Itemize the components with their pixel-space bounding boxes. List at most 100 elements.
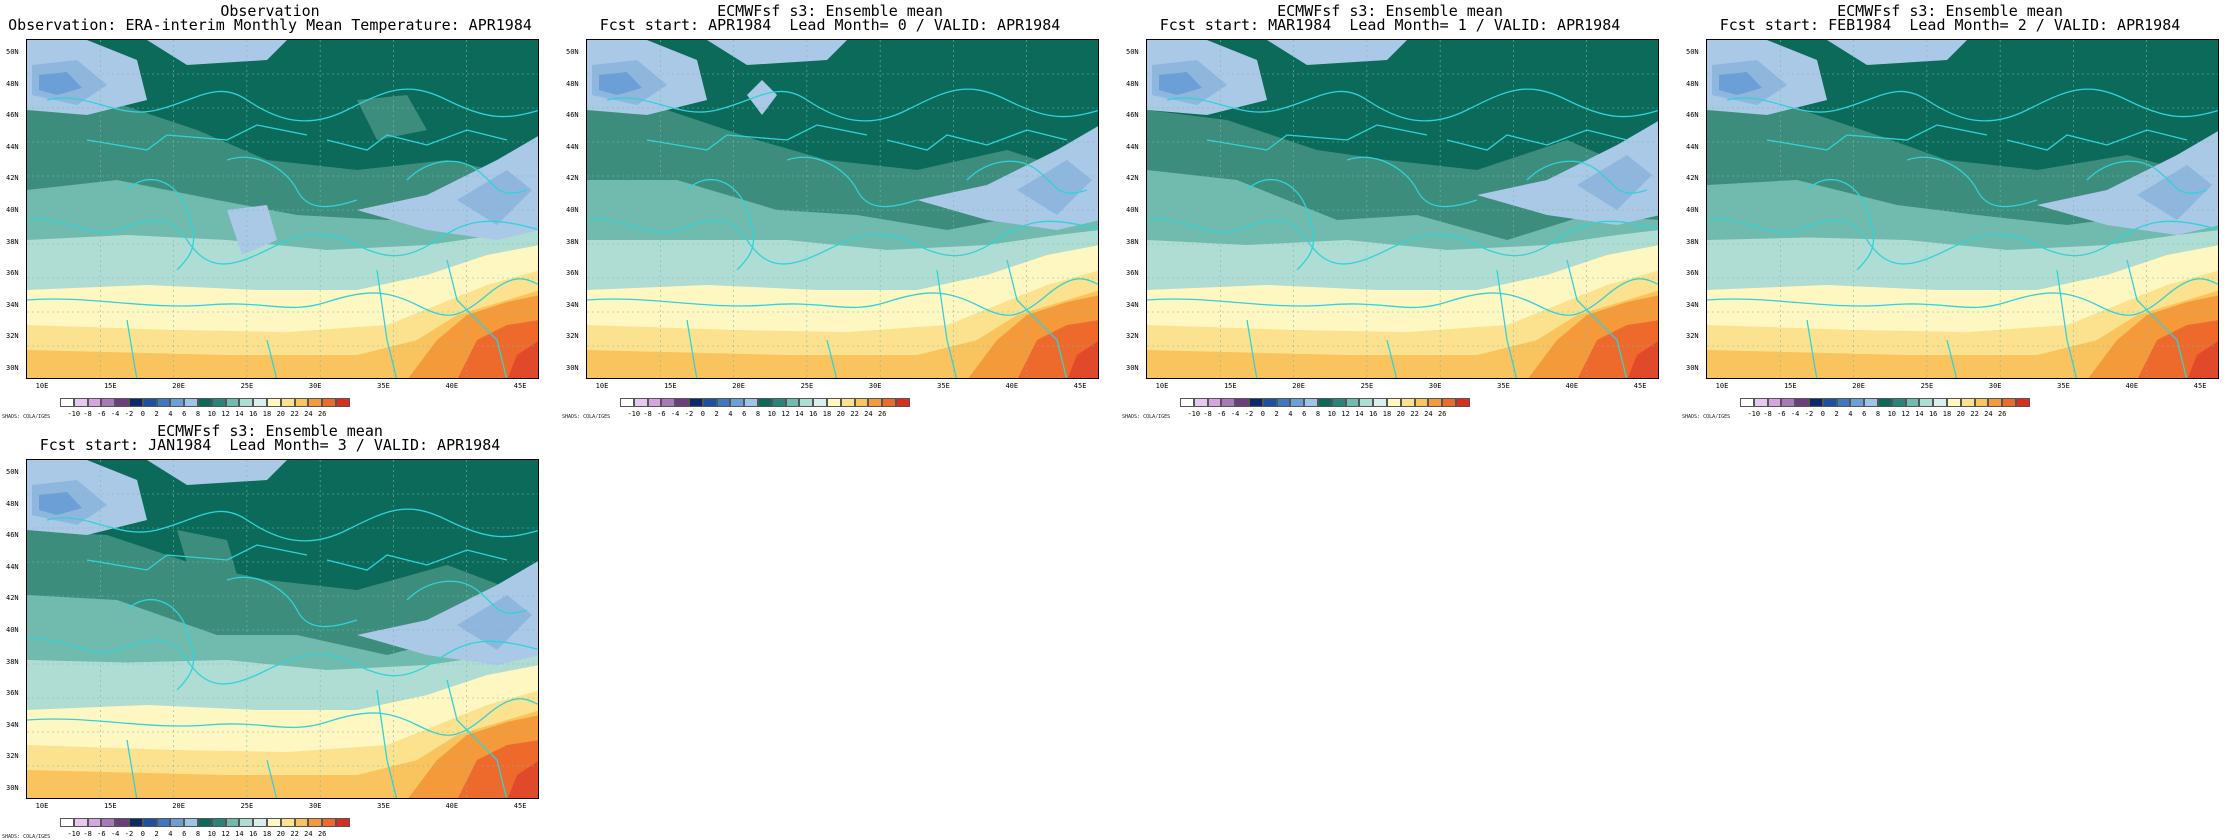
colorbar-swatch — [225, 818, 240, 827]
colorbar-swatch — [1180, 398, 1194, 407]
colorbar-label: 24 — [864, 410, 873, 418]
colorbar-swatch — [129, 818, 143, 827]
colorbar-swatch — [771, 398, 786, 407]
lon-tick-label: 40E — [445, 382, 459, 390]
colorbar-swatch — [1933, 398, 1947, 407]
lon-tick-label: 45E — [2193, 382, 2207, 390]
colorbar-swatch — [280, 398, 295, 407]
colorbar-swatch — [253, 398, 267, 407]
colorbar-label: 26 — [317, 830, 327, 838]
colorbar-swatch — [675, 398, 689, 407]
colorbar-label: -10 — [67, 830, 81, 838]
colorbar-label: -8 — [83, 410, 92, 418]
lat-tick-label: 30N — [6, 784, 19, 792]
colorbar-label: -4 — [1790, 410, 1800, 418]
colorbar-label: 16 — [1928, 410, 1938, 418]
colorbar-swatch — [253, 818, 267, 827]
lat-tick-label: 48N — [566, 79, 579, 88]
colorbar-swatch — [129, 398, 143, 407]
lon-tick-label: 20E — [732, 382, 745, 390]
panel-subtitle: Observation: ERA-interim Monthly Mean Te… — [8, 16, 532, 34]
colorbar-label: 0 — [140, 830, 145, 838]
colorbar-label: 4 — [168, 830, 173, 838]
colorbar-label: 26 — [877, 410, 887, 418]
lon-tick-label: 45E — [1633, 382, 1647, 390]
colorbar-swatch — [1781, 398, 1796, 407]
lat-tick-label: 46N — [6, 111, 19, 120]
colorbar-swatch — [308, 398, 323, 407]
lat-tick-label: 44N — [566, 142, 579, 151]
colorbar-swatch — [1822, 398, 1837, 407]
colorbar-label: 16 — [808, 410, 818, 418]
lon-tick-label: 45E — [1073, 382, 1087, 390]
temperature-map — [26, 39, 539, 379]
lat-tick-label: 44N — [1686, 142, 1699, 151]
lat-tick-label: 48N — [6, 499, 19, 508]
colorbar-swatch — [1919, 398, 1934, 407]
lat-tick-label: 32N — [1686, 332, 1699, 341]
temperature-map — [26, 459, 539, 799]
colorbar-label: -4 — [110, 830, 120, 838]
colorbar-label: -6 — [657, 410, 666, 418]
lat-tick-label: 30N — [6, 364, 19, 372]
colorbar-swatch — [620, 398, 634, 407]
map-panel: ECMWFsf s3: Ensemble mean Fcst start: APR… — [560, 0, 1100, 420]
colorbar-label: -2 — [1244, 410, 1254, 418]
lat-tick-label: 34N — [6, 300, 19, 309]
colorbar-label: -6 — [97, 830, 106, 838]
colorbar-label: 4 — [168, 410, 173, 418]
colorbar-label: 2 — [714, 410, 719, 418]
lat-tick-label: 30N — [1126, 364, 1139, 372]
colorbar-label: 12 — [1901, 410, 1910, 418]
colorbar-swatch — [785, 398, 800, 407]
colorbar-label: 22 — [1970, 410, 1979, 418]
colorbar-swatch — [1373, 398, 1387, 407]
colorbar-swatch — [1318, 398, 1332, 407]
lat-tick-label: 32N — [1126, 332, 1139, 341]
colorbar-label: 18 — [1942, 410, 1952, 418]
colorbar-swatch — [1850, 398, 1865, 407]
colorbar-swatch — [198, 398, 212, 407]
lat-tick-label: 40N — [1686, 206, 1699, 214]
lon-tick-label: 40E — [2125, 382, 2139, 390]
colorbar-swatch — [87, 818, 102, 827]
colorbar-label: 18 — [262, 830, 272, 838]
colorbar-label: -8 — [83, 830, 92, 838]
colorbar-swatch — [1193, 398, 1208, 407]
colorbar-label: 0 — [1820, 410, 1825, 418]
temperature-map — [1706, 39, 2219, 379]
colorbar-swatch — [1235, 398, 1249, 407]
colorbar-swatch — [1864, 398, 1878, 407]
colorbar-swatch — [60, 818, 74, 827]
panel-title: ECMWFsf s3: Ensemble mean — [1277, 2, 1503, 20]
colorbar-label: 0 — [140, 410, 145, 418]
colorbar-swatch — [170, 818, 185, 827]
colorbar-swatch — [799, 398, 814, 407]
colorbar-swatch — [239, 818, 254, 827]
colorbar-label: 20 — [276, 830, 286, 838]
colorbar-swatch — [1809, 398, 1823, 407]
colorbar-swatch — [1878, 398, 1892, 407]
lon-tick-label: 30E — [868, 382, 882, 390]
lon-tick-label: 20E — [172, 802, 185, 810]
colorbar-label: 2 — [154, 410, 159, 418]
lon-tick-label: 25E — [240, 802, 254, 810]
colorbar-swatch — [1836, 398, 1851, 407]
lon-tick-label: 15E — [663, 382, 677, 390]
lat-tick-label: 40N — [6, 626, 19, 634]
colorbar-label: 6 — [1302, 410, 1307, 418]
colorbar-swatch — [267, 818, 281, 827]
lon-tick-label: 30E — [308, 802, 322, 810]
shads-credit: SHADS: COLA/IGES — [1682, 414, 1731, 420]
panel-subtitle: Fcst start: JAN1984 Lead Month= 3 / VALI… — [39, 436, 501, 454]
lat-tick-label: 42N — [1686, 174, 1699, 183]
colorbar-label: 20 — [276, 410, 286, 418]
colorbar-swatch — [1345, 398, 1360, 407]
lat-tick-label: 34N — [6, 720, 19, 729]
colorbar-swatch — [101, 818, 116, 827]
colorbar-label: 2 — [154, 830, 159, 838]
colorbar-swatch — [827, 398, 841, 407]
lat-tick-label: 50N — [1686, 48, 1699, 56]
colorbar-swatch — [336, 398, 350, 407]
lon-tick-label: 10E — [35, 382, 49, 390]
